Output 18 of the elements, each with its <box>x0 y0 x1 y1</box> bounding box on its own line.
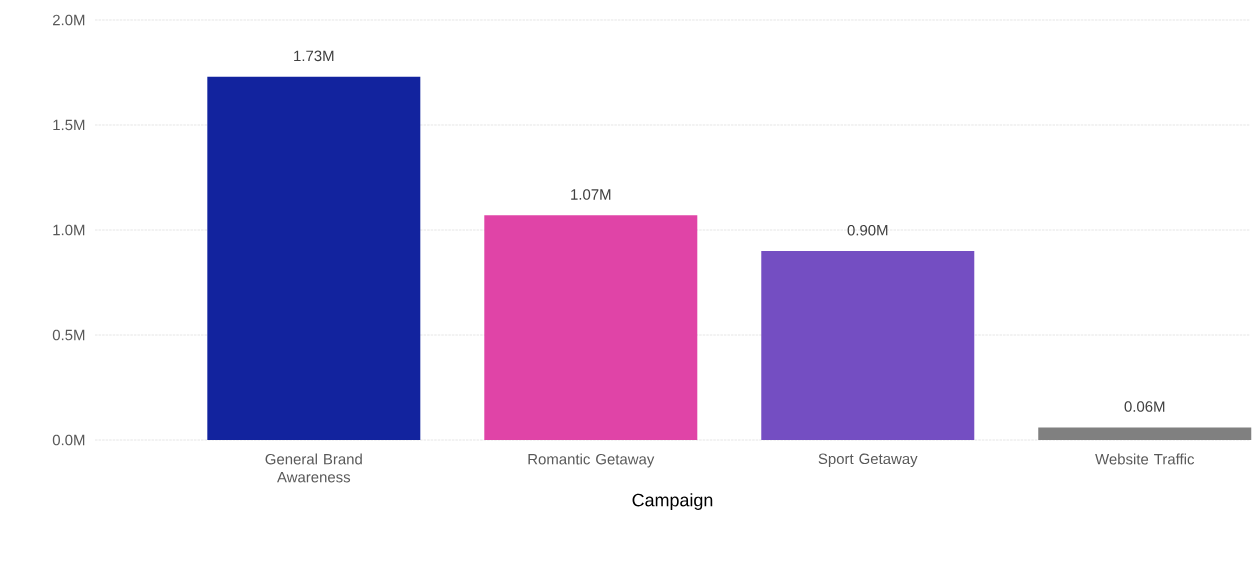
bar <box>207 76 421 440</box>
x-tick-label: Romantic Getaway <box>528 453 655 468</box>
data-label: 1.07M <box>571 189 611 200</box>
x-axis-title: Campaign <box>632 493 713 510</box>
x-tick-label: Sport Getaway <box>818 453 918 468</box>
y-tick-label: 0.5M <box>52 329 85 341</box>
y-tick-label: 1.5M <box>53 119 85 131</box>
data-label: 1.73M <box>294 50 334 62</box>
x-tick-label: Website Traffic <box>1095 453 1195 465</box>
bar <box>484 215 698 440</box>
x-tick-label: General Brand Awareness <box>265 453 362 483</box>
y-tick-label: 2.0M <box>53 14 85 26</box>
bar <box>1038 427 1252 440</box>
bar <box>761 251 975 440</box>
data-label: 0.90M <box>847 224 888 236</box>
data-label: 0.06M <box>1124 401 1165 412</box>
y-tick-label: 0.0M <box>52 434 85 446</box>
y-tick-label: 1.0M <box>53 224 85 236</box>
